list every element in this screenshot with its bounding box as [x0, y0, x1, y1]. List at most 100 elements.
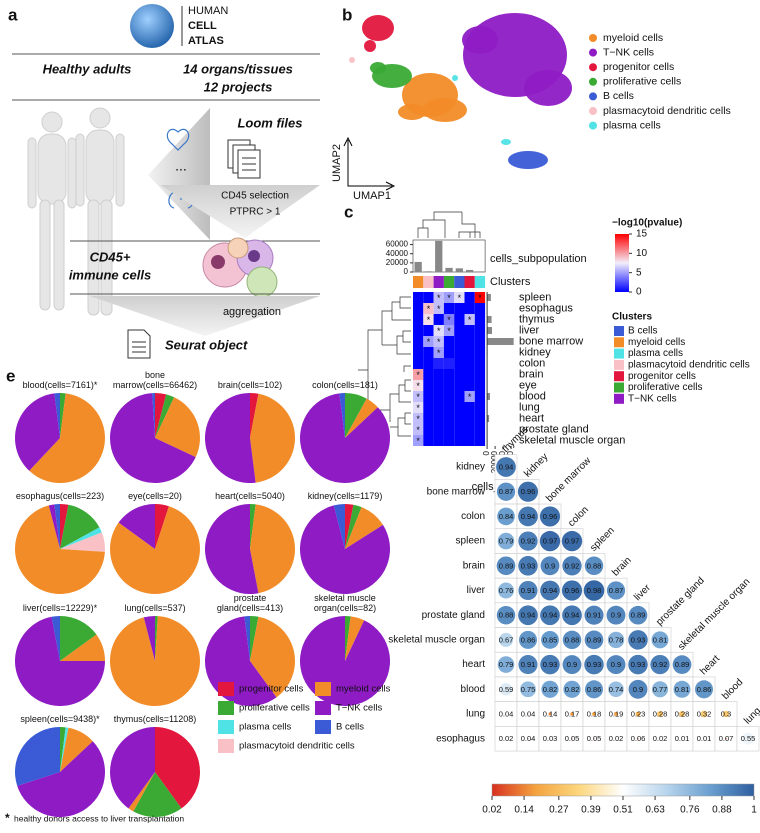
y-tick-label: 0: [404, 267, 409, 276]
correlation-label: 0.78: [609, 635, 624, 644]
heatmap-cell: [474, 413, 486, 424]
cluster-annotation: [443, 276, 455, 288]
correlation-circle: [518, 580, 538, 601]
heatmap-cell: [433, 402, 444, 413]
correlation-label: 0.89: [631, 611, 646, 620]
pie-slice: [60, 727, 69, 772]
correlation-label: 0.93: [631, 660, 646, 669]
heatmap-cell: [433, 358, 444, 369]
row-label: heart: [462, 659, 485, 670]
files-text: Loom files: [237, 115, 302, 130]
colorbar-tick-label: 0.76: [680, 805, 700, 816]
umap-cluster: [362, 15, 394, 41]
pie-slice: [333, 504, 345, 549]
significance-star: *: [437, 304, 441, 314]
correlation-circle: [540, 605, 560, 626]
correlation-circle: [584, 654, 604, 675]
colorbar-tick-label: 0.02: [482, 805, 502, 816]
correlation-label: 0.77: [653, 685, 668, 694]
heatmap-cell: [443, 424, 455, 435]
legend-label: proliferative cells: [239, 703, 310, 714]
heatmap-cell: [433, 325, 444, 336]
heatmap-cell: [443, 358, 455, 369]
correlation-label: 0.87: [609, 586, 624, 595]
row-label: prostate gland: [422, 610, 485, 621]
pie-slice: [118, 504, 155, 549]
heatmap-cell: [464, 402, 475, 413]
correlation-label: 0.97: [543, 537, 558, 546]
heatmap-cell: [423, 314, 434, 325]
correlation-circle: [606, 605, 626, 625]
pie-slice: [345, 616, 365, 661]
heatmap-cell: [464, 391, 475, 402]
correlation-circle: [518, 630, 538, 649]
pie-slice: [345, 504, 362, 549]
pie-slice: [155, 727, 200, 809]
column-label: bone marrow: [544, 455, 594, 505]
row-label: lung: [466, 709, 485, 720]
correlation-circle: [505, 713, 507, 715]
heatmap-cell: [443, 402, 455, 413]
pie-slice: [155, 397, 201, 458]
correlation-label: 0.93: [543, 660, 558, 669]
row-label: kidney: [519, 346, 551, 358]
ellipsis: ...: [175, 158, 187, 174]
pie-slice: [339, 393, 345, 438]
correlation-circle: [628, 679, 648, 699]
legend-marker: [589, 92, 597, 101]
heatmap-cell: [443, 303, 455, 314]
pie-slice: [244, 616, 250, 661]
heatmap-cell: [423, 391, 434, 402]
colorbar-tick-label: 5: [636, 267, 642, 278]
correlation-label: 0.89: [675, 660, 690, 669]
legend-marker: [589, 63, 597, 72]
correlation-label: 0.14: [543, 709, 558, 718]
colorbar-tick-label: 0.63: [645, 805, 665, 816]
pie-slice: [345, 507, 383, 549]
correlation-circle: [497, 656, 515, 673]
legend-label: myeloid cells: [628, 337, 685, 348]
pie-slice: [155, 504, 169, 549]
correlation-label: 0.82: [543, 685, 558, 694]
heatmap-cell: [443, 347, 455, 358]
correlation-label: 0.9: [611, 611, 621, 620]
row-label: bone marrow: [427, 486, 486, 497]
significance-star: *: [447, 293, 451, 303]
correlation-circle: [584, 605, 604, 625]
correlation-label: 0.94: [565, 611, 580, 620]
footnote: healthy donors access to liver transplan…: [14, 813, 184, 823]
correlation-label: 0.81: [653, 635, 668, 644]
correlation-circle: [608, 681, 624, 698]
legend-label: B cells: [628, 326, 657, 337]
heatmap-cell: [433, 369, 444, 380]
correlation-label: 0.81: [675, 685, 690, 694]
correlation-circle: [561, 530, 583, 552]
correlation-circle: [628, 605, 648, 625]
correlation-circle: [614, 712, 618, 716]
heatmap-cell: [454, 347, 465, 358]
correlation-circle: [722, 710, 730, 718]
colorbar-tick-label: 15: [636, 229, 648, 240]
heatmap-cell: [443, 325, 455, 336]
correlation-circle: [541, 630, 559, 649]
heatmap-cell: [474, 369, 486, 380]
correlation-label: 0.98: [587, 586, 602, 595]
heatmap-cell: [454, 325, 465, 336]
pie-slice: [48, 504, 60, 549]
correlation-label: 0.07: [719, 734, 734, 743]
pie-slice: [345, 616, 351, 661]
funnel-aggregation: [90, 296, 320, 336]
y-axis-label: UMAP2: [331, 144, 343, 182]
correlation-circle: [540, 654, 560, 675]
significance-star: *: [427, 315, 431, 325]
row-label: prostate gland: [519, 423, 589, 435]
pie-slice: [15, 505, 105, 594]
pie-title: kidney(cells=1179): [307, 491, 383, 501]
heatmap-cell: [433, 380, 444, 391]
correlation-label: 0.9: [545, 561, 555, 570]
logo-text: ATLAS: [188, 35, 224, 47]
heatmap-cell: [413, 336, 424, 347]
legend-marker: [589, 77, 597, 86]
heatmap-cell: [423, 325, 434, 336]
heatmap-cell: [423, 347, 434, 358]
